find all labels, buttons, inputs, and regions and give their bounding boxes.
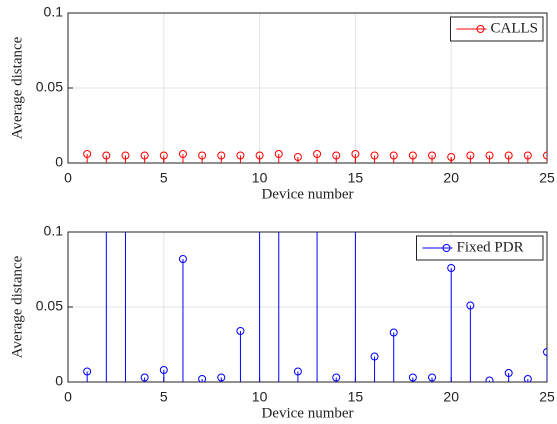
y-tick-label: 0.1 bbox=[44, 4, 64, 20]
plot-frame bbox=[67, 12, 548, 164]
stem-marker bbox=[217, 151, 226, 160]
y-tick-label: 0.05 bbox=[36, 79, 63, 95]
stem-marker bbox=[466, 301, 475, 310]
stem-marker bbox=[543, 348, 547, 356]
stem-marker bbox=[198, 151, 207, 160]
stem-marker bbox=[159, 151, 168, 160]
stem-marker bbox=[332, 373, 341, 382]
stem-marker bbox=[408, 373, 417, 382]
stem-marker bbox=[274, 150, 283, 158]
x-tick-label: 0 bbox=[64, 170, 72, 186]
stem-marker bbox=[140, 151, 149, 160]
stem-marker bbox=[408, 151, 417, 160]
stem-marker bbox=[504, 151, 513, 160]
y-tick-label: 0.05 bbox=[36, 298, 63, 314]
stem-marker bbox=[523, 375, 532, 382]
x-tick-label: 25 bbox=[539, 389, 555, 405]
y-axis-label: Average distance bbox=[9, 255, 25, 358]
x-tick-label: 10 bbox=[252, 170, 268, 186]
plot-frame bbox=[67, 231, 548, 383]
stem-marker bbox=[389, 151, 398, 160]
y-tick-label: 0 bbox=[55, 373, 63, 389]
plot-area bbox=[83, 150, 547, 163]
x-tick-label: 20 bbox=[443, 389, 459, 405]
stem-marker bbox=[102, 151, 111, 160]
stem-marker bbox=[217, 373, 226, 382]
x-tick-label: 20 bbox=[443, 170, 459, 186]
stem-marker bbox=[332, 151, 341, 160]
legend: CALLS bbox=[450, 16, 544, 42]
stem-marker bbox=[178, 150, 187, 158]
stem-marker bbox=[121, 151, 130, 160]
y-tick-label: 0.1 bbox=[44, 223, 64, 239]
legend-marker bbox=[442, 244, 451, 252]
stem-marker bbox=[83, 367, 92, 376]
y-tick-label: 0 bbox=[55, 154, 63, 170]
stem-marker bbox=[485, 151, 494, 160]
stem-marker bbox=[313, 150, 322, 158]
stem-marker bbox=[351, 150, 360, 158]
stem-marker bbox=[83, 150, 92, 158]
stem-marker bbox=[370, 352, 379, 361]
x-axis-label: Device number bbox=[261, 405, 353, 421]
stem-marker bbox=[293, 153, 302, 161]
stem-marker bbox=[485, 376, 494, 382]
subplot: 0 5 10 15 20 25 0 0.05 0.1 Device number Average d… bbox=[9, 223, 555, 422]
stem-marker bbox=[236, 327, 245, 335]
stem-marker bbox=[466, 151, 475, 160]
y-axis-label: Average distance bbox=[9, 36, 25, 139]
legend: Fixed PDR bbox=[416, 235, 544, 261]
legend-label: Fixed PDR bbox=[457, 239, 524, 255]
x-tick-label: 5 bbox=[160, 389, 168, 405]
legend-label: CALLS bbox=[491, 20, 539, 36]
stem-marker bbox=[159, 366, 168, 374]
stem-marker bbox=[293, 367, 302, 376]
stem-marker bbox=[178, 255, 187, 263]
x-tick-label: 5 bbox=[160, 170, 168, 186]
stem-marker bbox=[504, 369, 513, 377]
stem-marker bbox=[447, 153, 456, 161]
x-tick-label: 10 bbox=[252, 389, 268, 405]
stem-marker bbox=[543, 151, 547, 160]
stem-marker bbox=[523, 151, 532, 160]
stem-marker bbox=[370, 151, 379, 160]
stem-marker bbox=[236, 151, 245, 160]
x-tick-label: 15 bbox=[348, 170, 364, 186]
legend-marker bbox=[476, 25, 485, 33]
x-tick-label: 0 bbox=[64, 389, 72, 405]
stem-marker bbox=[447, 264, 456, 272]
stem-marker bbox=[389, 328, 398, 337]
plot-area bbox=[83, 232, 547, 382]
stem-marker bbox=[428, 373, 437, 382]
stem-marker bbox=[140, 373, 149, 382]
x-axis-label: Device number bbox=[261, 186, 353, 202]
stem-marker bbox=[255, 151, 264, 160]
stem-marker bbox=[428, 151, 437, 160]
x-tick-label: 15 bbox=[348, 389, 364, 405]
subplot: 0 5 10 15 20 25 0 0.05 0.1 Device number Average d… bbox=[9, 4, 555, 203]
x-tick-label: 25 bbox=[539, 170, 555, 186]
stem-marker bbox=[198, 375, 207, 382]
